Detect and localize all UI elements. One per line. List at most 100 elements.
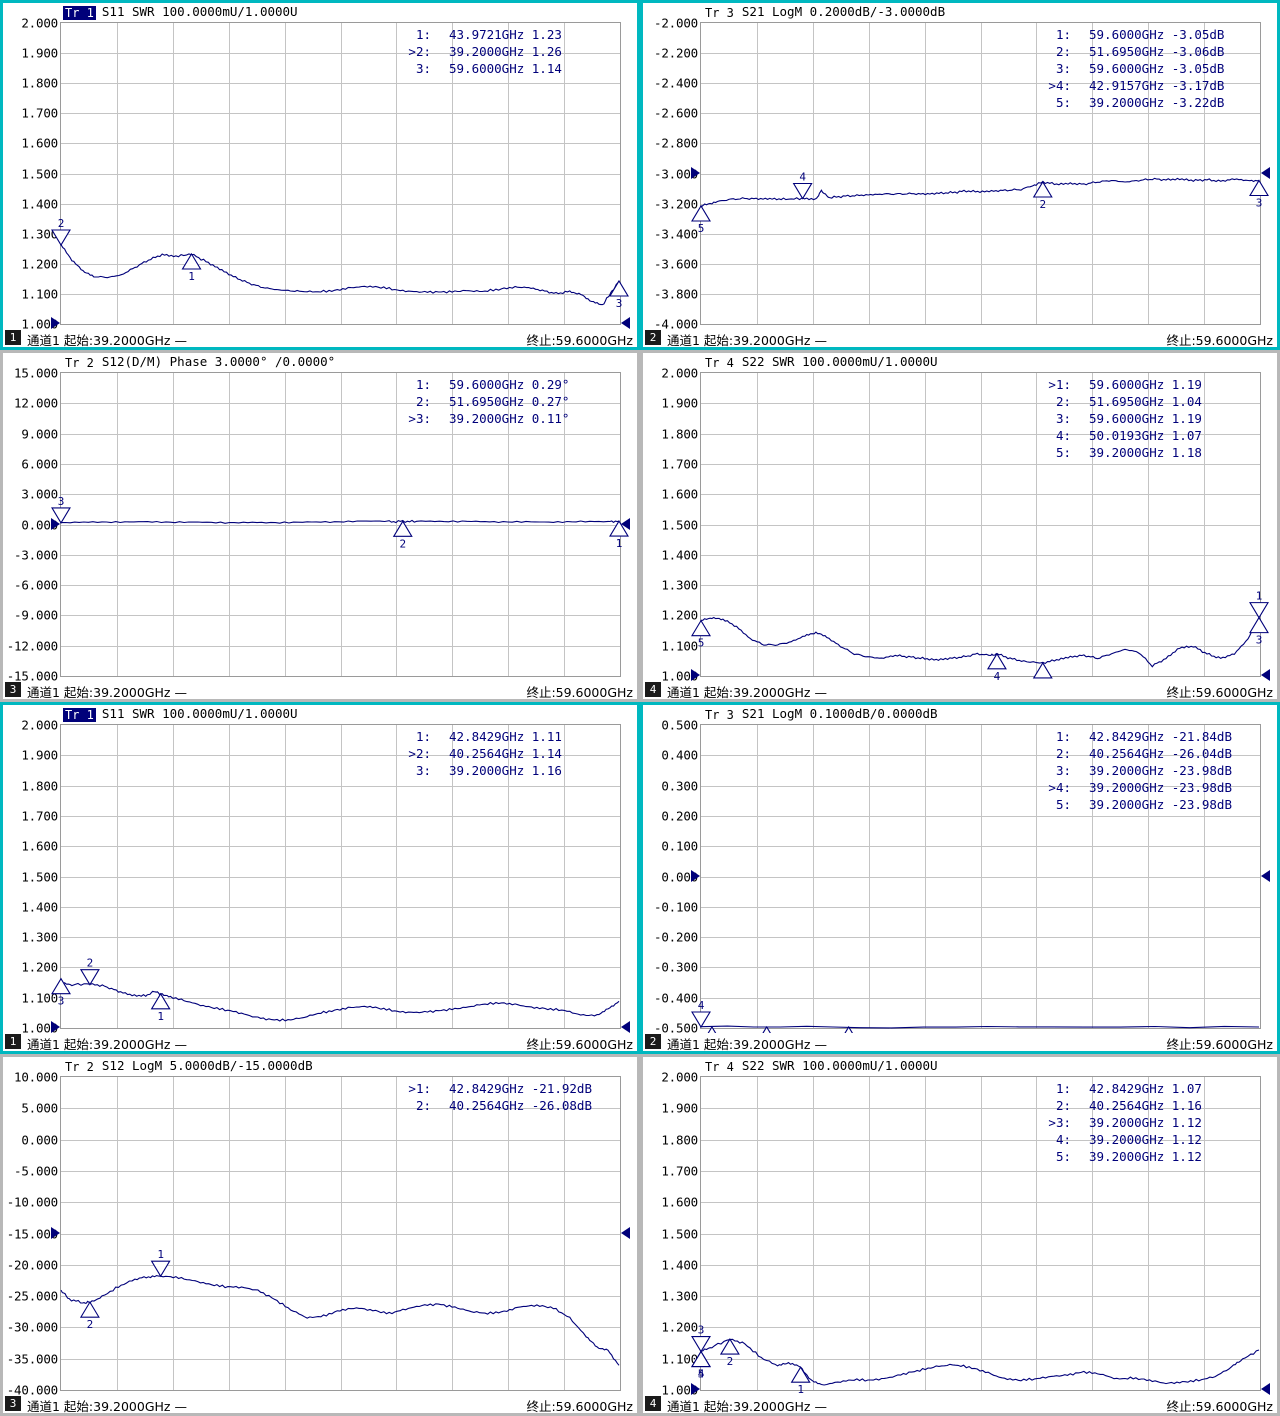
start-frequency-label[interactable]: 通道1 起始:39.2000GHz — — [667, 333, 827, 348]
marker-readout-row[interactable]: 1: 42.8429GHz 1.07 — [1037, 1080, 1202, 1097]
marker-readout-row[interactable]: 2: 51.6950GHz 1.04 — [1037, 393, 1202, 410]
trace-panel-p7[interactable]: Tr 2 S12 LogM 5.0000dB/-15.0000dB 10.000 5.… — [0, 1054, 640, 1416]
y-tick-label: -3.800 — [654, 286, 698, 302]
marker-readout-row[interactable]: 1: 59.6000GHz 0.29° — [397, 376, 569, 393]
gridline-vertical — [1036, 1077, 1037, 1390]
marker-readout-row[interactable]: >2: 40.2564GHz 1.14 — [397, 745, 561, 762]
marker-readout-row[interactable]: >1: 59.6000GHz 1.19 — [1037, 376, 1201, 393]
plot-area[interactable] — [60, 1076, 621, 1391]
trace-panel-p2[interactable]: Tr 3 S21 LogM 0.2000dB/-3.0000dB -2.000 -2.… — [640, 0, 1280, 350]
trace-panel-p1[interactable]: Tr 1 S11 SWR 100.0000mU/1.0000U 2.000 1.900… — [0, 0, 640, 350]
marker-readout-row[interactable]: >1: 42.8429GHz -21.92dB — [397, 1080, 592, 1097]
plot-area[interactable] — [700, 724, 1261, 1029]
start-frequency-label[interactable]: 通道1 起始:39.2000GHz — — [667, 685, 827, 700]
trace-format-label[interactable]: S21 LogM 0.2000dB/-3.0000dB — [741, 4, 946, 19]
marker-readout-row[interactable]: 3: 59.6000GHz 1.14 — [397, 60, 562, 77]
marker-readout-row[interactable]: 2: 51.6950GHz 0.27° — [397, 393, 569, 410]
trace-number-badge[interactable]: Tr 1 — [63, 708, 96, 722]
channel-number-badge[interactable]: 3 — [5, 682, 21, 697]
marker-readout-row[interactable]: 3: 39.2000GHz -23.98dB — [1037, 762, 1232, 779]
trace-panel-p6[interactable]: Tr 3 S21 LogM 0.1000dB/0.0000dB 0.500 0.400… — [640, 702, 1280, 1054]
plot-area[interactable] — [60, 724, 621, 1029]
marker-readout-row[interactable]: 4: 39.2000GHz 1.12 — [1037, 1131, 1202, 1148]
marker-readout-row[interactable]: >2: 39.2000GHz 1.26 — [397, 43, 561, 60]
marker-readout-row[interactable]: 2: 40.2564GHz 1.16 — [1037, 1097, 1202, 1114]
trace-number-badge[interactable]: Tr 4 — [705, 356, 734, 370]
start-frequency-label[interactable]: 通道1 起始:39.2000GHz — — [27, 685, 187, 700]
gridline-vertical — [1092, 23, 1093, 324]
trace-panel-p4[interactable]: Tr 4 S22 SWR 100.0000mU/1.0000U 2.000 1.900… — [640, 350, 1280, 702]
marker-readout-row[interactable]: 5: 39.2000GHz -23.98dB — [1037, 796, 1232, 813]
trace-format-label[interactable]: S11 SWR 100.0000mU/1.0000U — [101, 4, 298, 19]
trace-number-badge[interactable]: Tr 3 — [705, 708, 734, 722]
stop-frequency-label[interactable]: 终止:59.6000GHz — [526, 1037, 633, 1052]
plot-area[interactable] — [60, 22, 621, 325]
marker-readout-row[interactable]: 2: 40.2564GHz -26.08dB — [397, 1097, 592, 1114]
y-tick-label: -0.400 — [654, 990, 698, 1006]
marker-readout-row[interactable]: 1: 42.8429GHz 1.11 — [397, 728, 562, 745]
gridline-horizontal — [61, 1140, 620, 1141]
marker-readout-row[interactable]: 3: 59.6000GHz -3.05dB — [1037, 60, 1225, 77]
channel-number-badge[interactable]: 4 — [645, 682, 661, 697]
marker-readout-row[interactable]: 2: 51.6950GHz -3.06dB — [1037, 43, 1225, 60]
marker-readout-row[interactable]: 1: 42.8429GHz -21.84dB — [1037, 728, 1232, 745]
trace-format-label[interactable]: S12(D/M) Phase 3.0000° /0.0000° — [101, 354, 336, 369]
marker-readout-row[interactable]: 5: 39.2000GHz 1.12 — [1037, 1148, 1202, 1165]
stop-frequency-label[interactable]: 终止:59.6000GHz — [526, 685, 633, 700]
start-frequency-label[interactable]: 通道1 起始:39.2000GHz — — [27, 1037, 187, 1052]
marker-readout-row[interactable]: >4: 42.9157GHz -3.17dB — [1037, 77, 1224, 94]
channel-number-badge[interactable]: 2 — [645, 330, 661, 345]
trace-format-label[interactable]: S12 LogM 5.0000dB/-15.0000dB — [101, 1058, 313, 1073]
stop-frequency-label[interactable]: 终止:59.6000GHz — [1166, 1037, 1273, 1052]
trace-number-badge[interactable]: Tr 4 — [705, 1060, 734, 1074]
start-frequency-label[interactable]: 通道1 起始:39.2000GHz — — [667, 1037, 827, 1052]
channel-number-badge[interactable]: 4 — [645, 1396, 661, 1411]
y-tick-label: -5.000 — [14, 1163, 58, 1179]
start-frequency-label[interactable]: 通道1 起始:39.2000GHz — — [27, 333, 187, 348]
trace-number-badge[interactable]: Tr 2 — [65, 356, 94, 370]
plot-area[interactable] — [60, 372, 621, 677]
start-frequency-label[interactable]: 通道1 起始:39.2000GHz — — [667, 1399, 827, 1414]
stop-frequency-label[interactable]: 终止:59.6000GHz — [1166, 685, 1273, 700]
stop-frequency-label[interactable]: 终止:59.6000GHz — [526, 1399, 633, 1414]
gridline-vertical — [813, 1077, 814, 1390]
trace-number-badge[interactable]: Tr 2 — [65, 1060, 94, 1074]
plot-area[interactable] — [700, 1076, 1261, 1391]
gridline-horizontal — [61, 525, 620, 526]
trace-number-badge[interactable]: Tr 3 — [705, 6, 734, 20]
marker-readout-row[interactable]: 5: 39.2000GHz -3.22dB — [1037, 94, 1225, 111]
marker-triangle-2: 2 — [51, 217, 71, 247]
start-frequency-label[interactable]: 通道1 起始:39.2000GHz — — [27, 1399, 187, 1414]
marker-readout-row[interactable]: 5: 39.2000GHz 1.18 — [1037, 444, 1202, 461]
marker-readout-row[interactable]: 4: 50.0193GHz 1.07 — [1037, 427, 1202, 444]
marker-readout-row[interactable]: 1: 43.9721GHz 1.23 — [397, 26, 562, 43]
marker-readout-row[interactable]: 2: 40.2564GHz -26.04dB — [1037, 745, 1232, 762]
trace-panel-p5[interactable]: Tr 1 S11 SWR 100.0000mU/1.0000U 2.000 1.900… — [0, 702, 640, 1054]
channel-number-badge[interactable]: 2 — [645, 1034, 661, 1049]
trace-format-label[interactable]: S11 SWR 100.0000mU/1.0000U — [101, 706, 298, 721]
marker-readout-row[interactable]: 3: 59.6000GHz 1.19 — [1037, 410, 1202, 427]
channel-number-badge[interactable]: 1 — [5, 330, 21, 345]
marker-readout-row[interactable]: >3: 39.2000GHz 1.12 — [1037, 1114, 1201, 1131]
trace-panel-p8[interactable]: Tr 4 S22 SWR 100.0000mU/1.0000U 2.000 1.900… — [640, 1054, 1280, 1416]
gridline-vertical — [396, 373, 397, 676]
marker-readout-row[interactable]: >4: 39.2000GHz -23.98dB — [1037, 779, 1232, 796]
marker-readout-row[interactable]: >3: 39.2000GHz 0.11° — [397, 410, 569, 427]
stop-frequency-label[interactable]: 终止:59.6000GHz — [1166, 333, 1273, 348]
stop-frequency-label[interactable]: 终止:59.6000GHz — [526, 333, 633, 348]
marker-readout-row[interactable]: 3: 39.2000GHz 1.16 — [397, 762, 562, 779]
trace-curve — [60, 1275, 620, 1366]
trace-format-label[interactable]: S22 SWR 100.0000mU/1.0000U — [741, 354, 938, 369]
channel-number-badge[interactable]: 3 — [5, 1396, 21, 1411]
y-tick-label: 15.000 — [14, 365, 58, 381]
channel-number-badge[interactable]: 1 — [5, 1034, 21, 1049]
trace-format-label[interactable]: S21 LogM 0.1000dB/0.0000dB — [741, 706, 938, 721]
stop-frequency-label[interactable]: 终止:59.6000GHz — [1166, 1399, 1273, 1414]
trace-panel-p3[interactable]: Tr 2 S12(D/M) Phase 3.0000° /0.0000° 15.00… — [0, 350, 640, 702]
trace-number-badge[interactable]: Tr 1 — [63, 6, 96, 20]
trace-format-label[interactable]: S22 SWR 100.0000mU/1.0000U — [741, 1058, 938, 1073]
marker-readout-row[interactable]: 1: 59.6000GHz -3.05dB — [1037, 26, 1225, 43]
plot-area[interactable] — [700, 22, 1261, 325]
plot-area[interactable] — [700, 372, 1261, 677]
svg-text:4: 4 — [698, 1368, 705, 1381]
